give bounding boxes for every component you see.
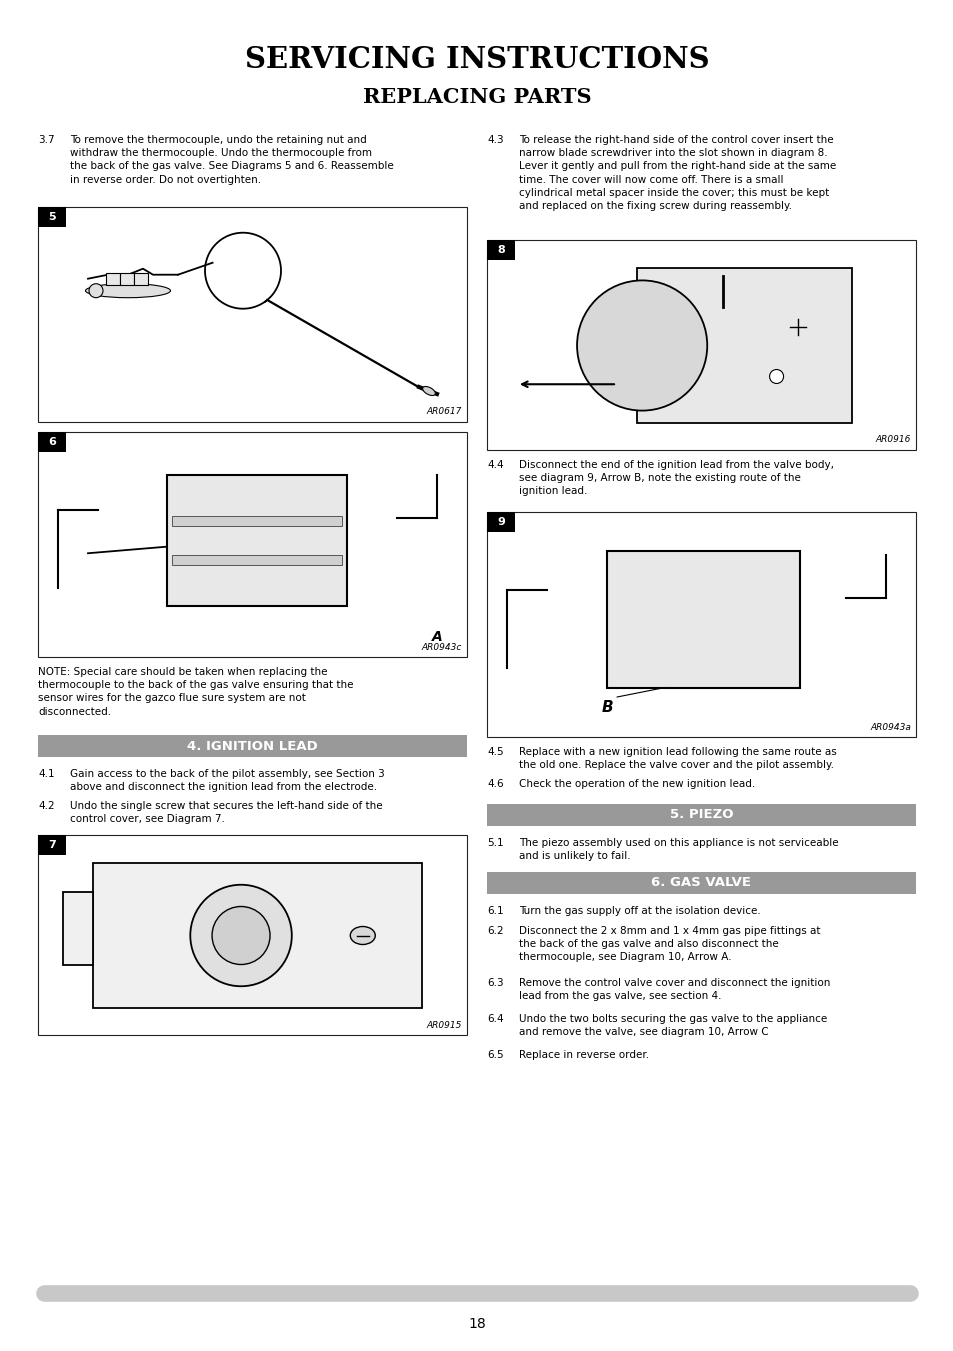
Text: Disconnect the end of the ignition lead from the valve body,
see diagram 9, Arro: Disconnect the end of the ignition lead … — [518, 459, 833, 496]
Ellipse shape — [350, 927, 375, 944]
Text: Remove the control valve cover and disconnect the ignition
lead from the gas val: Remove the control valve cover and disco… — [518, 978, 829, 1001]
Text: AR0916: AR0916 — [875, 435, 910, 444]
Text: Gain access to the back of the pilot assembly, see Section 3
above and disconnec: Gain access to the back of the pilot ass… — [70, 769, 384, 792]
Text: 6.3: 6.3 — [486, 978, 503, 988]
Bar — [38, 835, 467, 1035]
Text: 5. PIEZO: 5. PIEZO — [669, 808, 733, 821]
Circle shape — [89, 284, 103, 297]
Ellipse shape — [86, 284, 171, 297]
Bar — [133, 273, 148, 285]
Text: 4.3: 4.3 — [486, 135, 503, 145]
Bar — [38, 432, 66, 453]
Text: Replace in reverse order.: Replace in reverse order. — [518, 1050, 648, 1061]
Bar — [38, 207, 467, 422]
Text: 6: 6 — [48, 436, 56, 447]
Bar — [486, 240, 515, 259]
Text: The piezo assembly used on this appliance is not serviceable
and is unlikely to : The piezo assembly used on this applianc… — [518, 838, 838, 861]
Text: Disconnect the 2 x 8mm and 1 x 4mm gas pipe fittings at
the back of the gas valv: Disconnect the 2 x 8mm and 1 x 4mm gas p… — [518, 925, 820, 962]
Text: 4.2: 4.2 — [38, 801, 54, 811]
Bar — [486, 240, 915, 450]
Bar — [606, 551, 800, 688]
Bar — [38, 432, 467, 657]
Bar — [106, 273, 120, 285]
Bar — [63, 892, 92, 965]
Text: To remove the thermocouple, undo the retaining nut and
withdraw the thermocouple: To remove the thermocouple, undo the ret… — [70, 135, 394, 185]
Text: 7: 7 — [48, 840, 56, 850]
Text: 4.4: 4.4 — [486, 459, 503, 470]
Text: 8: 8 — [497, 245, 504, 255]
Text: 6.4: 6.4 — [486, 1015, 503, 1024]
Text: SERVICING INSTRUCTIONS: SERVICING INSTRUCTIONS — [244, 45, 709, 74]
Circle shape — [212, 907, 270, 965]
Text: REPLACING PARTS: REPLACING PARTS — [362, 86, 591, 107]
Text: 5: 5 — [49, 212, 56, 222]
Text: To release the right-hand side of the control cover insert the
narrow blade scre: To release the right-hand side of the co… — [518, 135, 836, 211]
Bar — [486, 512, 915, 738]
Text: 4.6: 4.6 — [486, 780, 503, 789]
Bar — [172, 555, 341, 565]
Bar — [167, 474, 347, 605]
Bar — [92, 863, 421, 1008]
Text: 6.1: 6.1 — [486, 907, 503, 916]
Text: 5.1: 5.1 — [486, 838, 503, 848]
Text: Undo the single screw that secures the left-hand side of the
control cover, see : Undo the single screw that secures the l… — [70, 801, 382, 824]
Text: B: B — [600, 700, 612, 715]
Bar — [38, 835, 66, 855]
Bar — [486, 871, 915, 894]
Circle shape — [577, 281, 706, 411]
Text: AR0617: AR0617 — [426, 408, 461, 416]
Text: 6. GAS VALVE: 6. GAS VALVE — [651, 877, 751, 889]
Text: AR0943c: AR0943c — [421, 643, 461, 651]
Bar — [486, 804, 915, 825]
Text: AR0915: AR0915 — [426, 1020, 461, 1029]
Text: 6.2: 6.2 — [486, 925, 503, 936]
Text: 4.1: 4.1 — [38, 769, 54, 780]
Bar — [486, 512, 515, 532]
Text: 6.5: 6.5 — [486, 1050, 503, 1061]
Text: Undo the two bolts securing the gas valve to the appliance
and remove the valve,: Undo the two bolts securing the gas valv… — [518, 1015, 826, 1038]
Text: 4. IGNITION LEAD: 4. IGNITION LEAD — [187, 739, 317, 753]
Text: 18: 18 — [468, 1317, 485, 1331]
Text: A: A — [432, 630, 442, 644]
Text: NOTE: Special care should be taken when replacing the
thermocouple to the back o: NOTE: Special care should be taken when … — [38, 667, 354, 716]
Bar — [637, 267, 851, 423]
Text: 4.5: 4.5 — [486, 747, 503, 757]
Text: AR0943a: AR0943a — [869, 723, 910, 731]
Text: Turn the gas supply off at the isolation device.: Turn the gas supply off at the isolation… — [518, 907, 760, 916]
Bar — [38, 207, 66, 227]
Circle shape — [769, 370, 782, 384]
Bar — [172, 516, 341, 526]
Bar — [38, 735, 467, 757]
Text: 9: 9 — [497, 517, 504, 527]
Text: 3.7: 3.7 — [38, 135, 54, 145]
Text: Check the operation of the new ignition lead.: Check the operation of the new ignition … — [518, 780, 755, 789]
Bar — [120, 273, 133, 285]
Text: Replace with a new ignition lead following the same route as
the old one. Replac: Replace with a new ignition lead followi… — [518, 747, 836, 770]
Circle shape — [190, 885, 292, 986]
Ellipse shape — [422, 386, 435, 396]
